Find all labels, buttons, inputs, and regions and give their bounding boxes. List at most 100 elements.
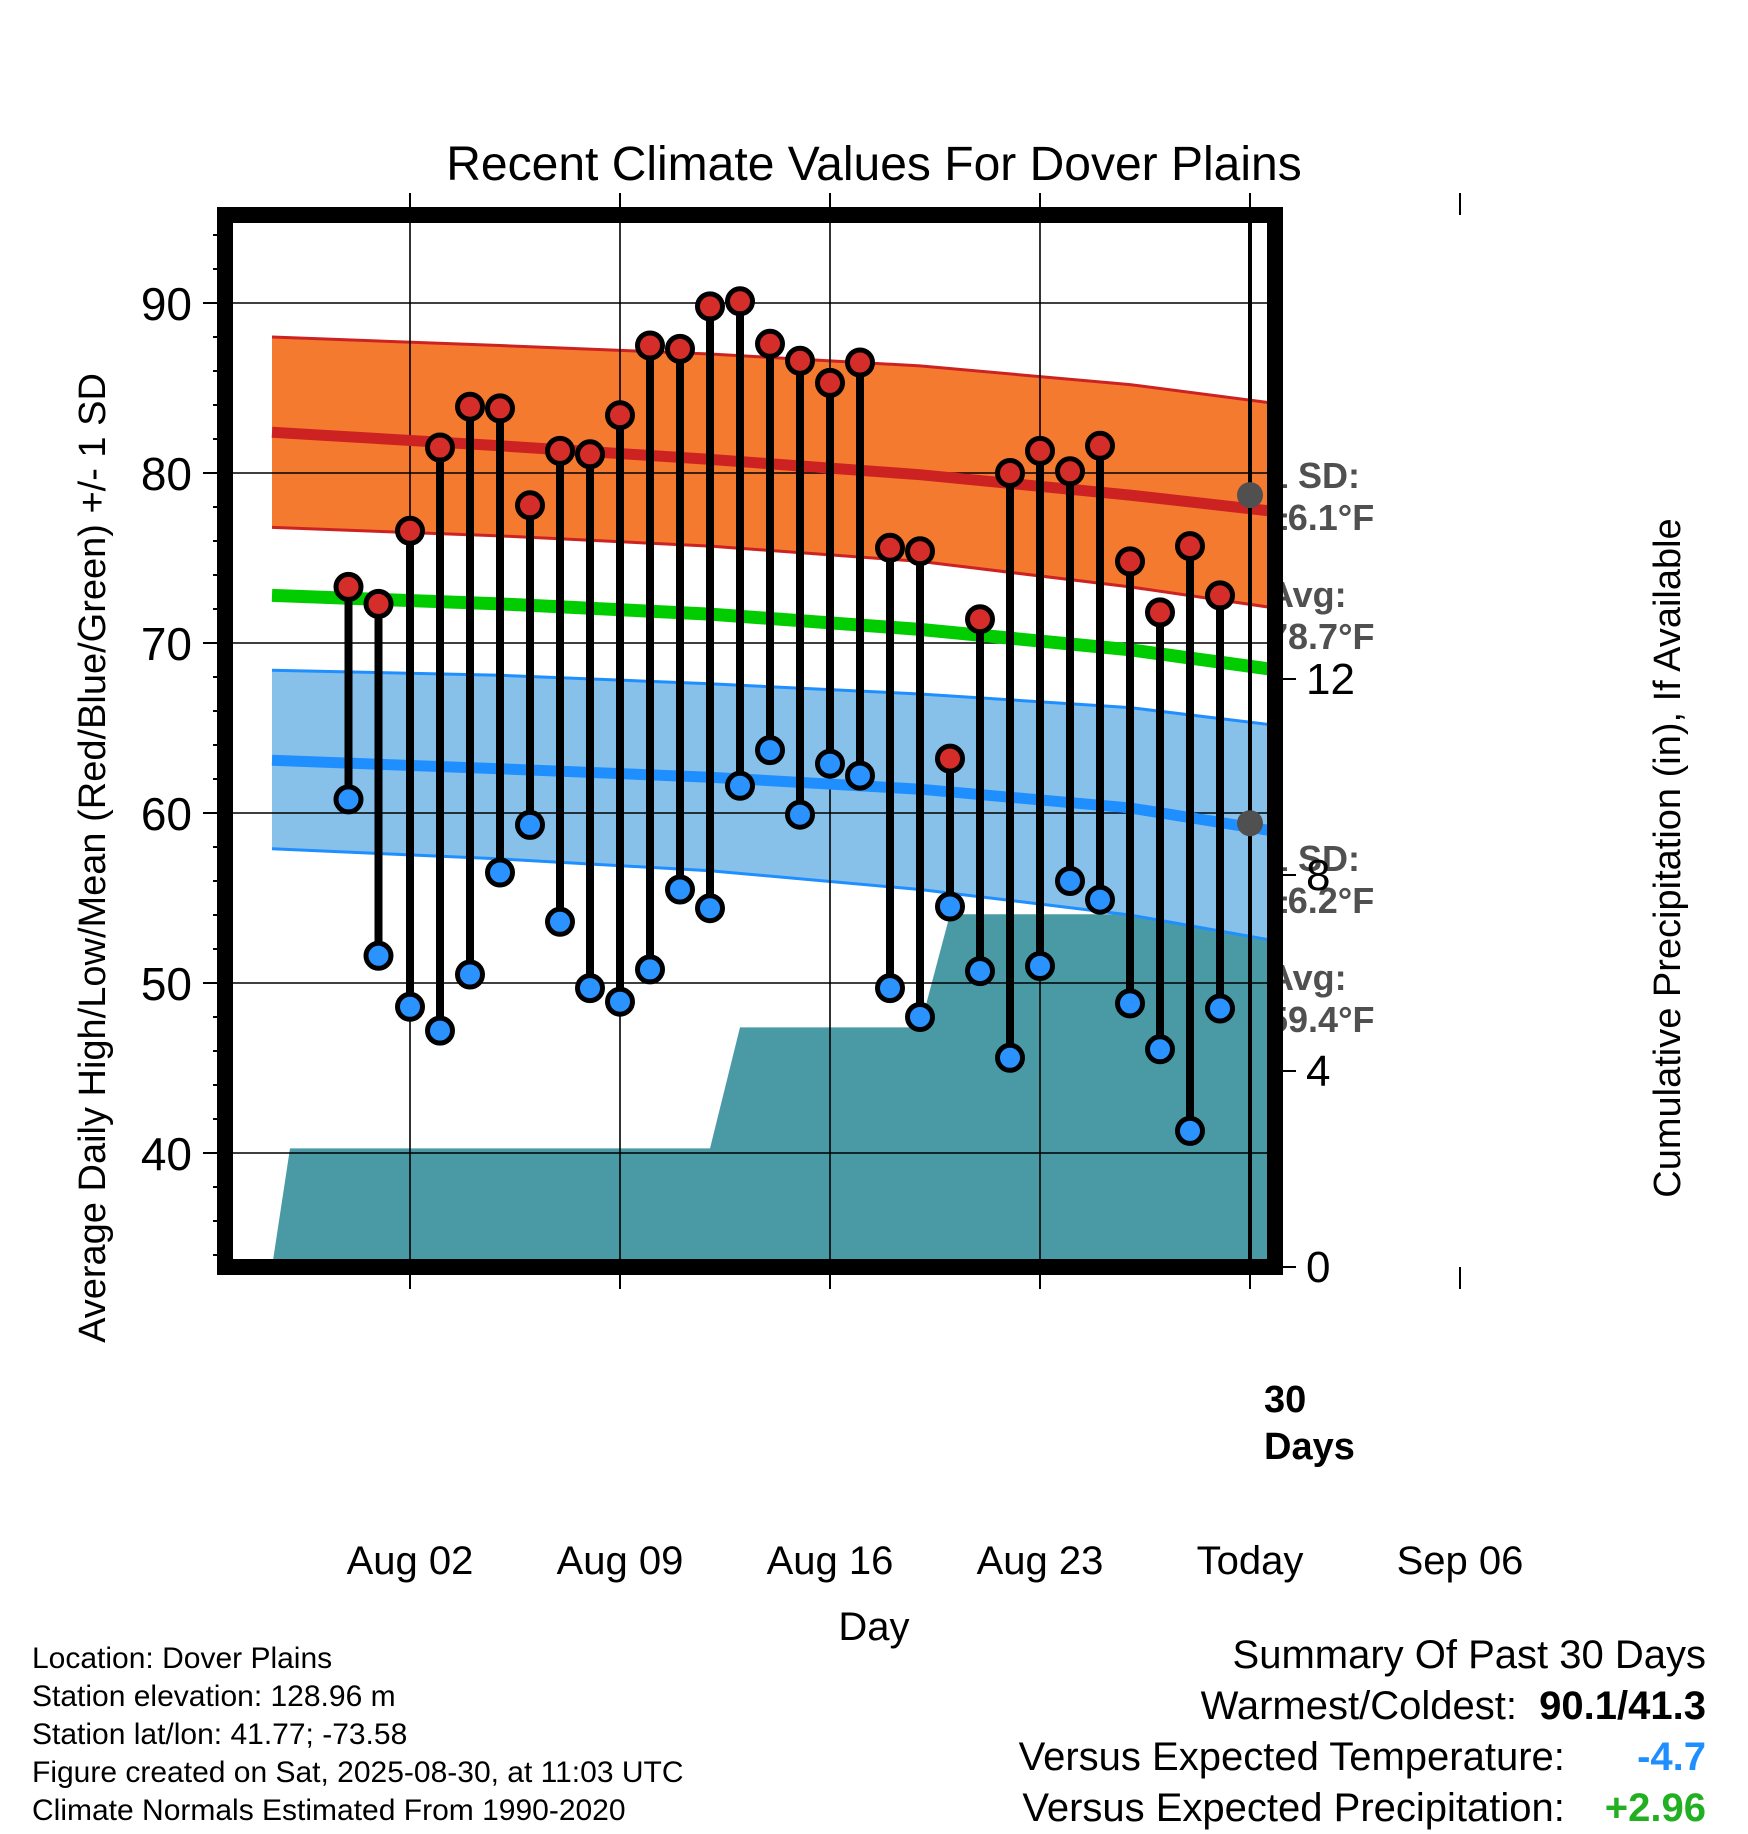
normals-text: Climate Normals Estimated From 1990-2020 [32,1794,626,1827]
high-point [455,391,485,422]
today-low-avg-marker [1237,810,1263,837]
high-point [333,571,364,602]
low-point [725,770,755,801]
high-point [1025,435,1055,466]
low-point [1025,951,1055,981]
warm-cold-value: 90.1/41.3 [1539,1684,1706,1728]
today-days-label-1: Days [1264,1426,1355,1468]
low-point [635,954,665,985]
x-tick-label: Sep 06 [1397,1539,1524,1583]
low-point [845,760,875,791]
low-point [815,748,845,779]
x-tick-label: Aug 23 [977,1539,1104,1583]
precip-label: Versus Expected Precipitation: [1022,1786,1565,1830]
high-sd-annotation-1: ±6.1°F [1268,497,1374,538]
low-point [455,959,485,990]
low-point [1175,1115,1205,1146]
low-point [333,784,364,815]
y2-tick-label-12: 12 [1306,655,1355,704]
low-point [905,1002,935,1032]
low-point [755,735,785,766]
low-point [965,956,995,987]
high-point [1205,580,1235,611]
y-tick-label-80: 80 [141,448,192,500]
x-tick-label: Aug 09 [557,1539,684,1583]
high-point [995,458,1025,488]
high-point [575,439,605,470]
y2-tick-label-0: 0 [1306,1243,1330,1292]
summary-panel: Summary Of Past 30 Days Warmest/Coldest:… [806,1630,1706,1834]
low-sd-annotation-0: 1 SD: [1268,838,1360,879]
created-text: Figure created on Sat, 2025-08-30, at 11… [32,1756,684,1789]
low-point [363,940,394,971]
low-avg-annotation-1: 59.4°F [1268,999,1374,1040]
low-sd-annotation-1: ±6.2°F [1268,880,1374,921]
summary-heading: Summary Of Past 30 Days [1232,1633,1706,1677]
low-point [575,973,605,1004]
y-tick-label-60: 60 [141,788,192,840]
low-point [935,891,965,922]
precip-row: Versus Expected Precipitation: +2.96 [806,1783,1706,1834]
low-point [995,1042,1025,1073]
plot-clip-group [225,215,1275,1267]
low-point [545,906,575,937]
high-point [1055,456,1085,487]
high-point [875,532,905,563]
y-tick-label-40: 40 [141,1128,192,1180]
location-text: Location: Dover Plains [32,1642,333,1675]
low-sd-band [272,670,1275,941]
y-tick-label-50: 50 [141,958,192,1010]
high-point [1175,531,1205,562]
x-tick-label: Aug 02 [347,1539,474,1583]
y2-tick-label-8: 8 [1306,851,1330,900]
today-days-label-0: 30 [1264,1379,1306,1421]
plot-frame [217,207,1283,1275]
y-tick-label-90: 90 [141,278,192,330]
high-upper-sd-line [271,335,1275,405]
temp-label: Versus Expected Temperature: [1018,1735,1565,1779]
high-point [1115,546,1145,577]
y-axis-label: Average Daily High/Low/Mean (Red/Blue/Gr… [72,373,114,1343]
high-point [695,291,725,322]
low-point [1055,866,1085,896]
low-point [485,857,515,888]
low-point [1205,993,1235,1024]
low-point [1145,1034,1175,1065]
chart-title: Recent Climate Values For Dover Plains [446,138,1301,191]
elevation-text: Station elevation: 128.96 m [32,1680,396,1713]
x-tick-label: Aug 16 [767,1539,894,1583]
high-point [485,393,515,424]
low-point [695,893,725,924]
high-point [605,400,635,431]
low-point [665,874,695,905]
high-point [1085,430,1115,461]
x-axis-label: Day [838,1605,909,1649]
high-point [755,328,785,359]
high-point [395,515,425,546]
high-point [815,367,845,398]
y2-axis-label: Cumulative Precipitation (in), If Availa… [1647,518,1689,1197]
precip-value: +2.96 [1604,1786,1706,1830]
high-avg-annotation-1: 78.7°F [1268,616,1374,657]
high-point [935,743,965,774]
daily-bars [333,286,1235,1146]
high-point [1145,597,1175,628]
temp-value: -4.7 [1637,1735,1706,1779]
low-point [395,991,425,1022]
low-point [425,1015,455,1046]
y-tick-label-70: 70 [141,618,192,670]
warm-cold-label: Warmest/Coldest: [1200,1684,1517,1728]
warm-cold-row: Warmest/Coldest: 90.1/41.3 [806,1681,1706,1732]
today-high-avg-marker [1237,482,1263,509]
high-point [965,604,995,635]
high-point [665,333,695,364]
station-info: Location: Dover Plains Station elevation… [32,1640,684,1830]
latlon-text: Station lat/lon: 41.77; -73.58 [32,1718,408,1751]
low-point [605,986,635,1017]
low-point [1085,884,1115,915]
low-point [1115,988,1145,1019]
x-tick-label: Today [1197,1539,1304,1583]
high-point [845,347,875,378]
